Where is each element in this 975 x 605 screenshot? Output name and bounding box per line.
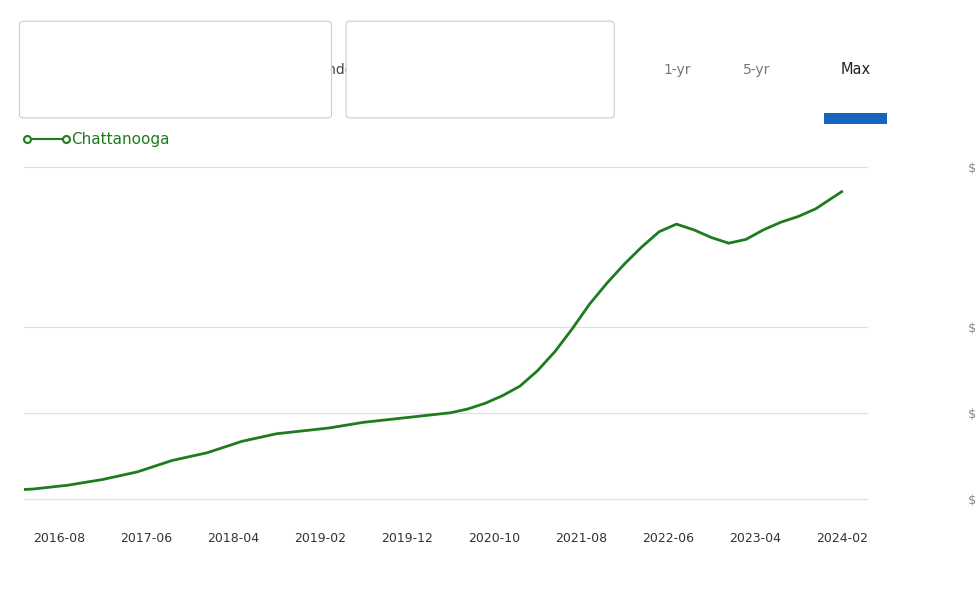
Text: Max: Max	[841, 62, 871, 77]
Text: v: v	[310, 63, 318, 76]
Text: 5-yr: 5-yr	[743, 62, 770, 77]
Text: 1-yr: 1-yr	[664, 62, 691, 77]
Text: Chattanooga: Chattanooga	[71, 132, 170, 146]
Text: Zillow Home Value Index: Zillow Home Value Index	[190, 62, 362, 77]
Text: v: v	[593, 63, 601, 76]
Text: All homes: All homes	[366, 62, 434, 77]
